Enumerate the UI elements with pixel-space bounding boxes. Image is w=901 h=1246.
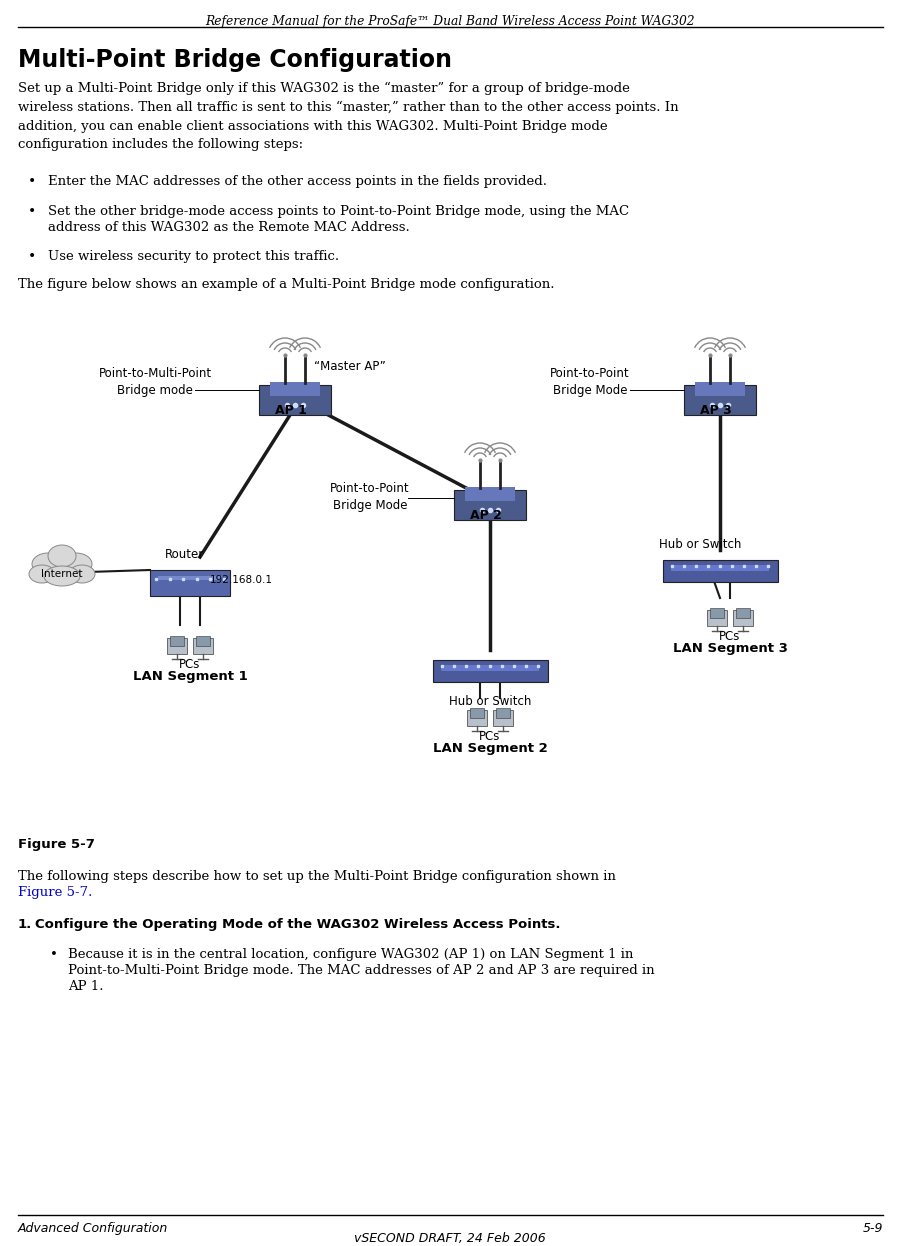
Text: LAN Segment 2: LAN Segment 2	[432, 743, 548, 755]
Ellipse shape	[69, 564, 95, 583]
Text: 5-9: 5-9	[862, 1222, 883, 1235]
Ellipse shape	[32, 553, 64, 574]
Bar	[167, 638, 187, 654]
Bar	[695, 383, 745, 395]
Text: PCs: PCs	[179, 658, 201, 672]
Text: AP 3: AP 3	[700, 404, 732, 417]
Text: address of this WAG302 as the Remote MAC Address.: address of this WAG302 as the Remote MAC…	[48, 221, 410, 234]
Bar	[158, 576, 222, 579]
Text: Use wireless security to protect this traffic.: Use wireless security to protect this tr…	[48, 250, 339, 263]
Bar	[733, 611, 753, 625]
Bar	[469, 708, 484, 718]
Text: AP 1.: AP 1.	[68, 981, 104, 993]
Bar	[662, 559, 778, 582]
Text: vSECOND DRAFT, 24 Feb 2006: vSECOND DRAFT, 24 Feb 2006	[354, 1232, 546, 1245]
Text: Hub or Switch: Hub or Switch	[449, 695, 532, 708]
Text: Point-to-Multi-Point Bridge mode. The MAC addresses of AP 2 and AP 3 are require: Point-to-Multi-Point Bridge mode. The MA…	[68, 964, 655, 977]
Text: 1.: 1.	[18, 918, 32, 931]
Text: The following steps describe how to set up the Multi-Point Bridge configuration : The following steps describe how to set …	[18, 870, 616, 883]
Bar	[707, 611, 727, 625]
Text: Figure 5-7.: Figure 5-7.	[18, 886, 93, 900]
Text: AP 1: AP 1	[275, 404, 307, 417]
Bar	[193, 638, 213, 654]
Bar	[671, 564, 769, 571]
Text: Set the other bridge-mode access points to Point-to-Point Bridge mode, using the: Set the other bridge-mode access points …	[48, 206, 629, 218]
Text: •: •	[50, 948, 58, 961]
Bar	[684, 385, 756, 415]
Text: Figure 5-7: Figure 5-7	[18, 839, 95, 851]
Ellipse shape	[29, 564, 55, 583]
Text: 192.168.0.1: 192.168.0.1	[210, 574, 273, 586]
Text: Multi-Point Bridge Configuration: Multi-Point Bridge Configuration	[18, 49, 452, 72]
Bar	[441, 665, 539, 672]
Text: PCs: PCs	[719, 630, 741, 643]
Text: “Master AP”: “Master AP”	[314, 360, 386, 373]
Text: Configure the Operating Mode of the WAG302 Wireless Access Points.: Configure the Operating Mode of the WAG3…	[35, 918, 560, 931]
Text: Internet: Internet	[41, 569, 83, 579]
Ellipse shape	[44, 566, 80, 586]
Bar	[454, 490, 526, 520]
Text: Hub or Switch: Hub or Switch	[659, 538, 742, 551]
Bar	[736, 608, 751, 618]
Text: Because it is in the central location, configure WAG302 (AP 1) on LAN Segment 1 : Because it is in the central location, c…	[68, 948, 633, 961]
Bar	[196, 635, 210, 645]
Bar	[496, 708, 510, 718]
Text: LAN Segment 3: LAN Segment 3	[672, 642, 787, 655]
Text: Reference Manual for the ProSafe™ Dual Band Wireless Access Point WAG302: Reference Manual for the ProSafe™ Dual B…	[205, 15, 695, 27]
Text: Point-to-Point
Bridge Mode: Point-to-Point Bridge Mode	[330, 482, 410, 512]
Text: Router: Router	[166, 548, 205, 561]
Bar	[259, 385, 331, 415]
Text: •: •	[28, 250, 36, 264]
Bar	[493, 710, 513, 726]
Text: The figure below shows an example of a Multi-Point Bridge mode configuration.: The figure below shows an example of a M…	[18, 278, 554, 292]
Bar	[432, 660, 548, 682]
Text: Advanced Configuration: Advanced Configuration	[18, 1222, 168, 1235]
Ellipse shape	[60, 553, 92, 574]
Text: LAN Segment 1: LAN Segment 1	[132, 670, 248, 683]
Text: AP 2: AP 2	[470, 510, 502, 522]
Bar	[465, 487, 515, 501]
Text: Point-to-Multi-Point
Bridge mode: Point-to-Multi-Point Bridge mode	[98, 368, 212, 397]
Bar	[169, 635, 184, 645]
Text: •: •	[28, 174, 36, 189]
Text: Point-to-Point
Bridge Mode: Point-to-Point Bridge Mode	[551, 368, 630, 397]
Bar	[150, 569, 230, 596]
Text: •: •	[28, 206, 36, 219]
Text: Enter the MAC addresses of the other access points in the fields provided.: Enter the MAC addresses of the other acc…	[48, 174, 547, 188]
Bar	[269, 383, 320, 395]
Ellipse shape	[48, 545, 76, 567]
Text: PCs: PCs	[479, 730, 501, 743]
Text: Set up a Multi-Point Bridge only if this WAG302 is the “master” for a group of b: Set up a Multi-Point Bridge only if this…	[18, 82, 678, 151]
Bar	[710, 608, 724, 618]
Bar	[467, 710, 487, 726]
